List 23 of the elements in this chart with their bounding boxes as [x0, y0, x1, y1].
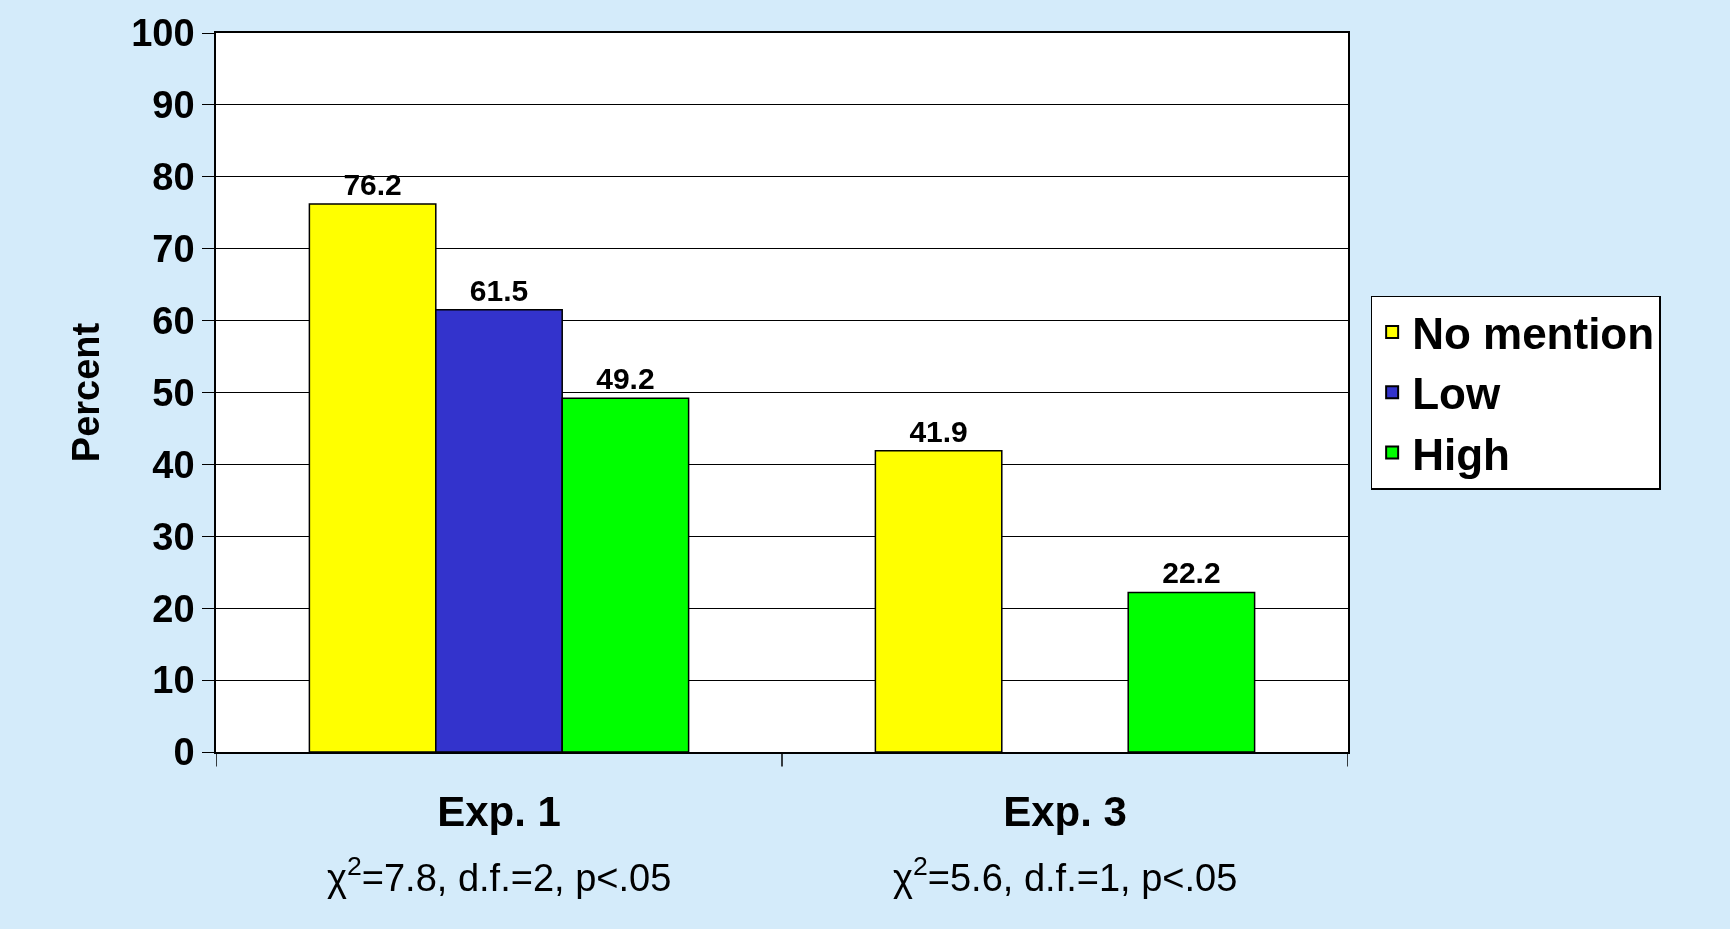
y-tick-label: 0	[173, 731, 195, 774]
y-tick-label: 90	[152, 84, 195, 127]
y-tick-label: 20	[152, 587, 195, 630]
x-tick-label: Exp. 3	[1003, 788, 1127, 836]
y-tick-label: 70	[152, 228, 195, 270]
y-tick-label: 60	[152, 299, 195, 342]
y-tick-label: 80	[152, 156, 195, 199]
y-tick-label: 40	[152, 443, 195, 486]
text: χ$^{2}$=5.6, d.f.=1, p<.05	[893, 851, 1238, 899]
data-label: 49.2	[596, 362, 655, 396]
data-label: 61.5	[469, 273, 529, 307]
legend-label: Low	[1412, 369, 1501, 419]
y-tick-label: 100	[131, 12, 195, 55]
legend-label: No mention	[1412, 309, 1655, 359]
y-tick-label: 50	[152, 371, 195, 414]
x-tick-label: Exp. 1	[437, 788, 561, 836]
y-tick-label: 30	[152, 515, 195, 558]
data-label: 41.9	[909, 414, 968, 448]
data-label: 22.2	[1162, 556, 1221, 590]
y-tick-label: 10	[152, 659, 195, 702]
text: χ$^{2}$=7.8, d.f.=2, p<.05	[327, 851, 672, 899]
legend-label: High	[1412, 429, 1510, 479]
y-axis-title: Percent	[64, 322, 107, 463]
